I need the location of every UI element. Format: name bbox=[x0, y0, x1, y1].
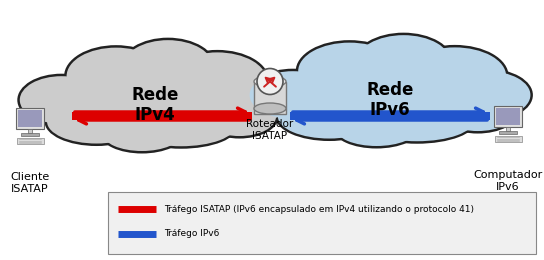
Ellipse shape bbox=[401, 45, 509, 107]
Ellipse shape bbox=[45, 98, 149, 146]
Ellipse shape bbox=[278, 95, 381, 139]
Ellipse shape bbox=[75, 58, 236, 142]
Ellipse shape bbox=[20, 76, 103, 124]
Ellipse shape bbox=[309, 56, 471, 134]
Ellipse shape bbox=[444, 71, 530, 119]
FancyBboxPatch shape bbox=[494, 106, 522, 127]
Ellipse shape bbox=[168, 53, 267, 109]
Ellipse shape bbox=[296, 40, 403, 102]
Ellipse shape bbox=[165, 50, 269, 112]
FancyBboxPatch shape bbox=[21, 133, 39, 136]
Ellipse shape bbox=[47, 100, 146, 144]
Polygon shape bbox=[72, 112, 252, 120]
Text: Computador
IPv6: Computador IPv6 bbox=[473, 170, 542, 192]
Ellipse shape bbox=[336, 112, 417, 146]
Text: Tráfego ISATAP (IPv6 encapsulado em IPv4 utilizando o protocolo 41): Tráfego ISATAP (IPv6 encapsulado em IPv4… bbox=[164, 205, 474, 213]
Text: Cliente
ISATAP: Cliente ISATAP bbox=[10, 172, 50, 194]
Polygon shape bbox=[290, 112, 490, 120]
Ellipse shape bbox=[404, 47, 506, 105]
Ellipse shape bbox=[66, 48, 165, 105]
Ellipse shape bbox=[360, 100, 474, 141]
Ellipse shape bbox=[205, 74, 293, 126]
Ellipse shape bbox=[126, 106, 236, 146]
Ellipse shape bbox=[298, 43, 401, 100]
FancyBboxPatch shape bbox=[506, 127, 510, 131]
Ellipse shape bbox=[254, 103, 286, 114]
Ellipse shape bbox=[77, 61, 233, 139]
FancyBboxPatch shape bbox=[494, 136, 522, 142]
FancyBboxPatch shape bbox=[16, 138, 44, 144]
Text: Tráfego IPv6: Tráfego IPv6 bbox=[164, 230, 219, 238]
Ellipse shape bbox=[442, 69, 533, 121]
Ellipse shape bbox=[440, 93, 516, 131]
Circle shape bbox=[257, 68, 283, 94]
Ellipse shape bbox=[356, 35, 451, 89]
FancyBboxPatch shape bbox=[499, 131, 517, 134]
FancyBboxPatch shape bbox=[17, 110, 42, 127]
Ellipse shape bbox=[122, 40, 213, 95]
Ellipse shape bbox=[358, 98, 476, 144]
Ellipse shape bbox=[17, 74, 106, 126]
Ellipse shape bbox=[203, 98, 276, 136]
Ellipse shape bbox=[254, 76, 286, 87]
Ellipse shape bbox=[101, 114, 183, 153]
FancyBboxPatch shape bbox=[496, 108, 521, 125]
Ellipse shape bbox=[247, 69, 338, 121]
Ellipse shape bbox=[120, 38, 216, 97]
Ellipse shape bbox=[201, 95, 279, 139]
Ellipse shape bbox=[437, 90, 518, 134]
FancyBboxPatch shape bbox=[108, 192, 536, 254]
Ellipse shape bbox=[306, 53, 473, 137]
Text: Roteador
ISATAP: Roteador ISATAP bbox=[246, 119, 294, 141]
Ellipse shape bbox=[333, 109, 419, 148]
Ellipse shape bbox=[124, 103, 238, 149]
Text: Rede
IPv6: Rede IPv6 bbox=[366, 81, 413, 119]
Ellipse shape bbox=[207, 76, 290, 124]
Ellipse shape bbox=[103, 117, 181, 151]
Ellipse shape bbox=[250, 71, 336, 119]
Ellipse shape bbox=[275, 93, 383, 141]
FancyBboxPatch shape bbox=[28, 129, 32, 133]
Ellipse shape bbox=[64, 45, 168, 107]
FancyBboxPatch shape bbox=[254, 81, 286, 114]
FancyBboxPatch shape bbox=[16, 108, 44, 129]
Text: Rede
IPv4: Rede IPv4 bbox=[131, 86, 178, 124]
Ellipse shape bbox=[354, 33, 453, 92]
